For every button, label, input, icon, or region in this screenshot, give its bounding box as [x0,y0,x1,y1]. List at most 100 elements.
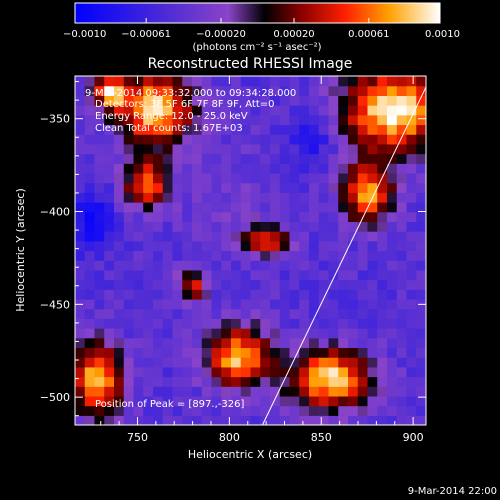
heatmap-cell [357,357,369,368]
heatmap-cell [260,202,271,213]
heatmap-cell [231,124,242,135]
heatmap-cell [387,192,398,203]
heatmap-cell [211,211,222,223]
heatmap-cell [338,85,349,96]
heatmap-cell [172,279,183,290]
colorbar-ticks: −0.0010 −0.00061 −0.00020 0.00020 0.00061 0.0… [63,18,460,40]
heatmap-cell [240,250,252,261]
heatmap-cell [348,308,359,319]
heatmap-cell [104,376,115,387]
heatmap-cell [104,76,115,87]
heatmap-cell [387,376,398,387]
heatmap-cell [250,105,261,116]
heatmap-cell [289,105,300,116]
heatmap-cell [250,366,261,378]
heatmap-cell [172,153,183,164]
heatmap-cell [182,163,193,174]
heatmap-cell [270,395,281,407]
heatmap-cell [377,202,388,213]
heatmap-cell [182,386,193,397]
heatmap-cell [201,357,213,368]
heatmap-cell [357,386,369,397]
heatmap-cell [318,386,330,397]
heatmap-cell [201,269,213,281]
heatmap-cell [133,260,144,271]
heatmap-cell [309,269,320,281]
heatmap-cell [201,202,213,213]
heatmap-cell [377,231,388,242]
heatmap-cell [211,95,222,106]
heatmap-cell [84,328,96,339]
heatmap-cell [357,143,369,155]
heatmap-cell [279,85,291,96]
heatmap-cell [182,85,193,96]
heatmap-cell [367,172,378,184]
heatmap-cell [250,395,261,407]
heatmap-cell [250,347,261,358]
heatmap-cell [260,260,271,271]
heatmap-cell [270,250,281,261]
heatmap-cell [367,308,378,319]
heatmap-cell [377,318,388,329]
heatmap-cell [406,366,417,378]
heatmap-cell [348,318,359,329]
heatmap-cell [270,260,281,271]
heatmap-cell [182,76,193,87]
heatmap-cell [192,221,203,232]
heatmap-cell [309,231,320,242]
heatmap-cell [123,143,135,155]
heatmap-cell [182,221,193,232]
heatmap-cell [279,269,291,281]
heatmap-cell [387,153,398,164]
heatmap-cell [201,337,213,349]
heatmap-cell [231,260,242,271]
heatmap-cell [114,124,125,135]
heatmap-cell [406,376,417,387]
heatmap-cell [309,347,320,358]
heatmap-cell [357,163,369,174]
heatmap-cell [172,192,183,203]
heatmap-cell [231,366,242,378]
heatmap-cell [211,395,222,407]
heatmap-cell [182,376,193,387]
heatmap-cell [172,95,183,106]
heatmap-cell [289,298,300,310]
colorbar: −0.0010 −0.00061 −0.00020 0.00020 0.00061 0.0… [63,2,460,53]
heatmap-cell [299,85,310,96]
heatmap-cell [221,114,232,126]
heatmap-cell [260,221,271,232]
heatmap-cell [114,386,125,397]
heatmap-cell [338,143,349,155]
heatmap-cell [318,347,330,358]
heatmap-cell [182,366,193,378]
heatmap-cell [387,328,398,339]
heatmap-cell [182,182,193,193]
heatmap-cell [367,357,378,368]
heatmap-cell [289,395,300,407]
heatmap-cell [338,221,349,232]
heatmap-cell [328,415,339,425]
heatmap-cell [84,347,96,358]
heatmap-cell [309,386,320,397]
heatmap-cell [231,308,242,319]
heatmap-cell [299,366,310,378]
heatmap-cell [348,105,359,116]
heatmap-cell [279,298,291,310]
heatmap-cell [75,366,86,378]
heatmap-cell [270,172,281,184]
heatmap-cell [416,260,426,271]
heatmap-cell [299,337,310,349]
heatmap-cell [328,260,339,271]
heatmap-cell [338,114,349,126]
heatmap-cell [143,124,154,135]
heatmap-cell [416,202,426,213]
heatmap-cell [309,114,320,126]
heatmap-cell [162,76,174,87]
heatmap-cell [201,405,213,416]
heatmap-cell [348,415,359,425]
heatmap-cell [94,289,105,300]
heatmap-cell [162,221,174,232]
heatmap-cell [348,386,359,397]
heatmap-cell [221,298,232,310]
heatmap-cell [221,153,232,164]
